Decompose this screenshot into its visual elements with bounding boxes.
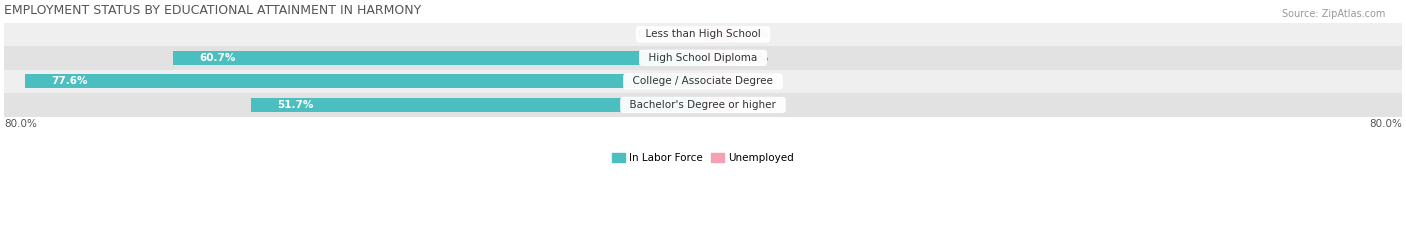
Text: 0.0%: 0.0% <box>742 53 769 63</box>
Bar <box>4 23 1402 46</box>
Text: 51.7%: 51.7% <box>277 100 314 110</box>
Text: High School Diploma: High School Diploma <box>643 53 763 63</box>
Bar <box>25 74 703 89</box>
Bar <box>703 51 734 65</box>
Text: 0.0%: 0.0% <box>637 29 664 39</box>
Bar <box>703 27 734 41</box>
Bar <box>703 98 734 112</box>
Text: 80.0%: 80.0% <box>4 119 37 129</box>
Text: 77.6%: 77.6% <box>52 76 87 86</box>
Text: EMPLOYMENT STATUS BY EDUCATIONAL ATTAINMENT IN HARMONY: EMPLOYMENT STATUS BY EDUCATIONAL ATTAINM… <box>4 4 422 17</box>
Bar <box>703 74 734 89</box>
Text: 60.7%: 60.7% <box>200 53 235 63</box>
Bar <box>4 46 1402 70</box>
Bar <box>173 51 703 65</box>
Bar <box>4 70 1402 93</box>
Bar <box>252 98 703 112</box>
Text: 0.0%: 0.0% <box>742 100 769 110</box>
Text: Source: ZipAtlas.com: Source: ZipAtlas.com <box>1281 9 1385 19</box>
Text: 0.0%: 0.0% <box>742 29 769 39</box>
Bar <box>4 93 1402 117</box>
Text: 0.0%: 0.0% <box>742 76 769 86</box>
Text: College / Associate Degree: College / Associate Degree <box>626 76 780 86</box>
Text: Bachelor's Degree or higher: Bachelor's Degree or higher <box>623 100 783 110</box>
Text: 80.0%: 80.0% <box>1369 119 1402 129</box>
Text: Less than High School: Less than High School <box>638 29 768 39</box>
Legend: In Labor Force, Unemployed: In Labor Force, Unemployed <box>613 153 793 163</box>
